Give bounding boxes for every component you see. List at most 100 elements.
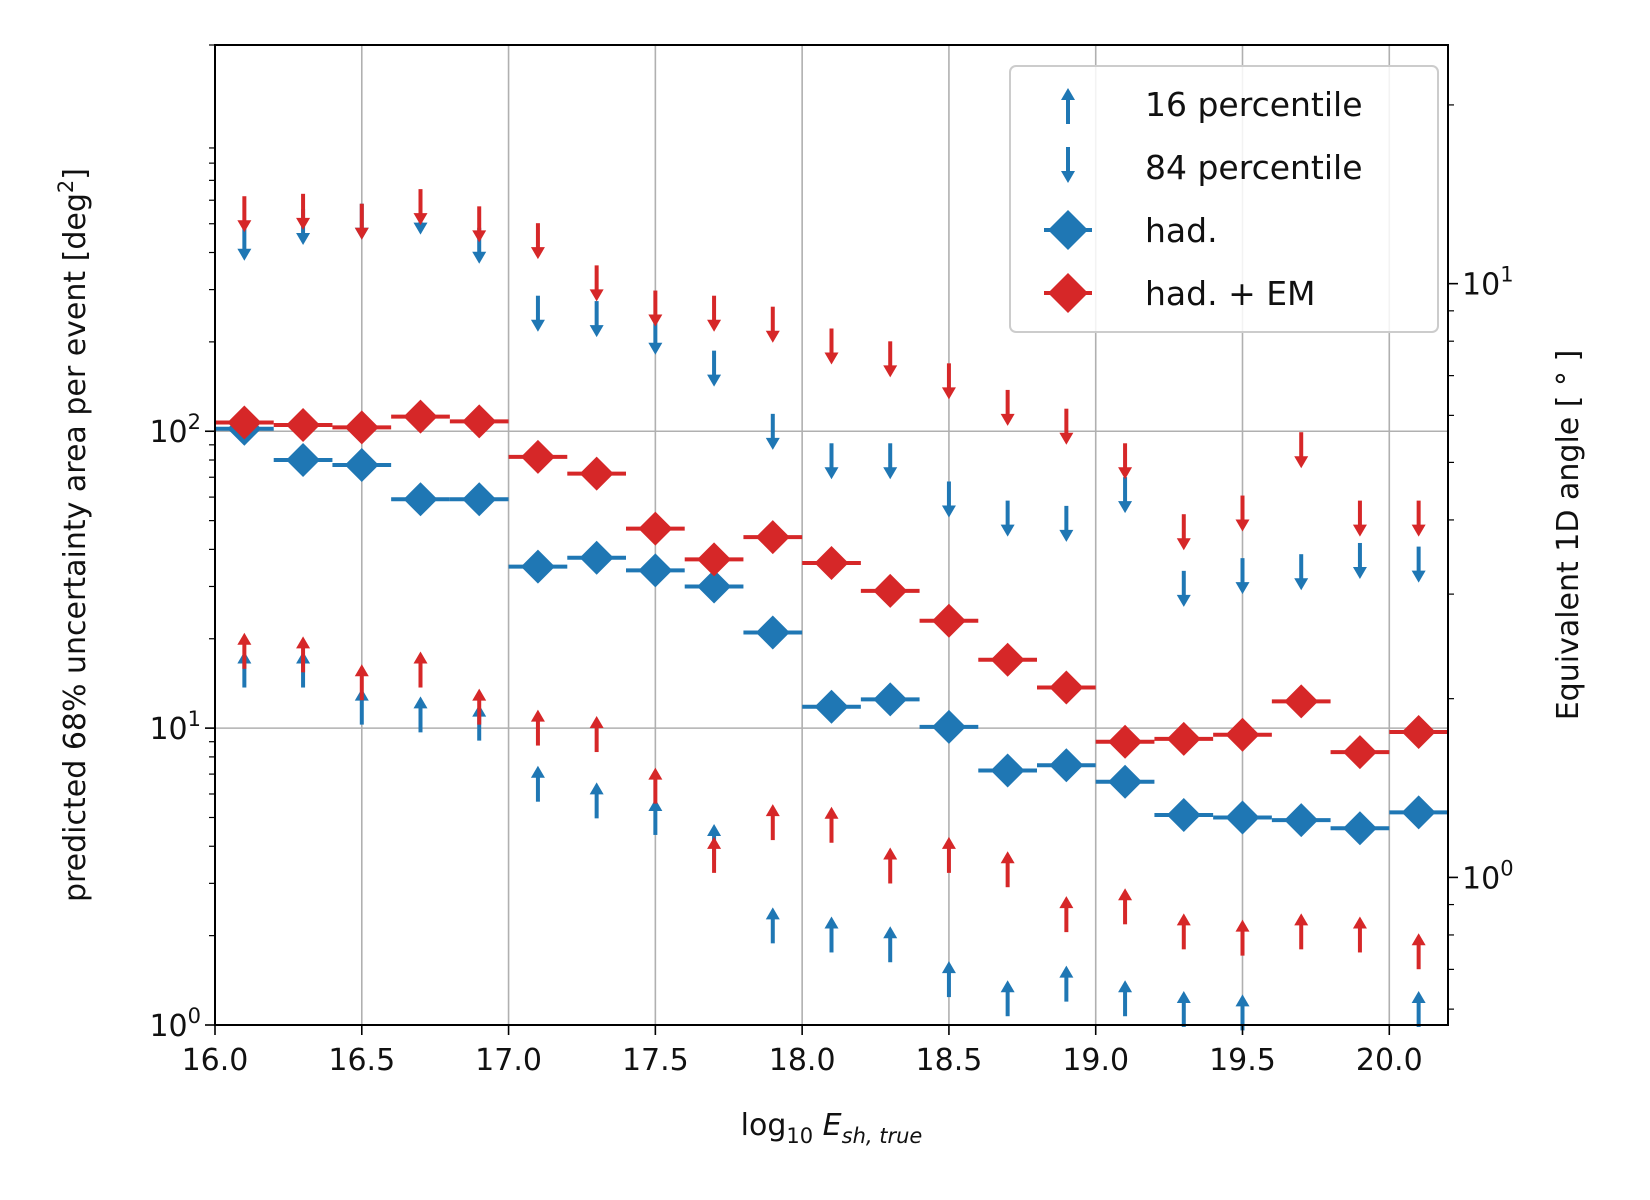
had-em-p16-marker-head	[707, 836, 722, 849]
legend-p16-marker	[1061, 88, 1075, 124]
had-em-p84-marker	[1118, 443, 1133, 480]
had-em-median-point	[873, 573, 908, 608]
had-em-p16-marker	[530, 709, 545, 746]
had-em-median-point	[1284, 684, 1319, 719]
had-p84-marker-head	[1352, 566, 1367, 579]
had-p16-marker-head	[883, 926, 898, 939]
y2-tick-label: 101	[1462, 263, 1514, 303]
had-em-p84-marker-head	[1411, 524, 1426, 537]
had-em-median-point	[1166, 721, 1201, 756]
had-em-p84-marker-head	[237, 220, 252, 233]
had-median-point	[1342, 811, 1377, 846]
had-p84-marker	[1059, 505, 1074, 542]
data-markers	[227, 189, 1436, 1031]
had-em-p84-marker	[1294, 432, 1309, 469]
had-median-point	[579, 540, 614, 575]
had-em-median-point	[462, 404, 497, 439]
had-median-point	[1108, 764, 1143, 799]
had-p16-marker	[941, 961, 956, 998]
x-tick-label: 17.5	[622, 1043, 689, 1078]
had-em-p16-marker-head	[589, 716, 604, 729]
had-em-median-point	[344, 410, 379, 445]
had-median-point	[286, 443, 321, 478]
had-em-p16-marker	[941, 836, 956, 873]
had-p84-marker	[707, 350, 722, 387]
y-tick-label: 100	[149, 1004, 201, 1044]
had-p84-marker	[1411, 546, 1426, 583]
had-em-median-point	[755, 520, 790, 555]
had-p84-marker-head	[237, 248, 252, 261]
legend-hadem-marker	[1048, 273, 1088, 313]
had-p16-marker-head	[707, 823, 722, 836]
had-em-p16-marker-head	[1176, 913, 1191, 926]
had-em-p16-marker-head	[1352, 916, 1367, 929]
had-median-point	[990, 753, 1025, 788]
had-p16-marker-head	[1118, 980, 1133, 993]
had-p16-marker	[413, 696, 428, 733]
had-em-p84-marker-head	[354, 227, 369, 240]
had-em-p84-marker-head	[472, 230, 487, 243]
had-p84-marker	[1352, 542, 1367, 579]
y2-axis-label: Equivalent 1D angle [ ° ]	[1551, 350, 1586, 721]
had-em-p16-marker-head	[530, 709, 545, 722]
had-em-p16-marker-head	[237, 632, 252, 645]
legend: 16 percentile 84 percentile had. had. + EM	[1009, 65, 1439, 333]
had-p16-marker-head	[1411, 990, 1426, 1003]
had-em-median-point	[1108, 724, 1143, 759]
had-em-p16-marker	[883, 847, 898, 884]
legend-had-marker	[1048, 210, 1088, 250]
had-p16-marker	[1118, 980, 1133, 1017]
had-em-median-point	[697, 542, 732, 577]
had-em-p84-marker-head	[1118, 467, 1133, 480]
had-p84-marker-head	[883, 467, 898, 480]
had-em-p16-marker-head	[354, 664, 369, 677]
had-em-p84-marker-head	[648, 314, 663, 327]
had-p16-marker	[765, 907, 780, 944]
had-em-p84-marker	[765, 306, 780, 343]
had-em-p16-marker-head	[1411, 933, 1426, 946]
legend-p84-label: 84 percentile	[1145, 148, 1363, 187]
had-median-point	[403, 482, 438, 517]
had-median-point	[931, 709, 966, 744]
had-em-median-point	[1225, 717, 1260, 752]
had-em-p84-marker-head	[589, 289, 604, 302]
legend-p16-label: 16 percentile	[1145, 85, 1363, 124]
had-em-p84-marker	[354, 203, 369, 240]
had-em-p16-marker	[1000, 851, 1015, 888]
had-p84-marker	[883, 443, 898, 480]
had-p84-marker-head	[589, 325, 604, 338]
had-em-median-point	[579, 456, 614, 491]
had-p16-marker	[648, 798, 663, 835]
had-p84-marker-head	[530, 319, 545, 332]
had-p16-marker	[883, 926, 898, 963]
x-tick-label: 18.0	[769, 1043, 836, 1078]
had-em-p84-marker-head	[941, 387, 956, 400]
had-p84-marker-head	[941, 505, 956, 518]
had-em-median-point	[1049, 670, 1084, 705]
had-median-point	[697, 569, 732, 604]
had-em-p84-marker	[1352, 500, 1367, 537]
y-axis-label: predicted 68% uncertainty area per event…	[54, 168, 93, 902]
had-p84-marker-head	[1411, 570, 1426, 583]
had-em-p16-marker	[1411, 933, 1426, 970]
had-p84-marker-head	[648, 342, 663, 355]
had-em-p16-marker-head	[1294, 913, 1309, 926]
had-p84-marker	[941, 481, 956, 518]
had-em-p16-marker	[1352, 916, 1367, 953]
had-median-point	[1166, 797, 1201, 832]
had-median-point	[755, 615, 790, 650]
axes: 16.0 16.5 17.0 17.5 18.0 18.5 19.0 19.5 20.0 100 1…	[54, 44, 1586, 1148]
had-median-point	[520, 549, 555, 584]
had-em-p84-marker-head	[1235, 519, 1250, 532]
x-tick-label: 20.0	[1356, 1043, 1423, 1078]
had-em-p16-marker-head	[413, 651, 428, 664]
had-em-median-point	[931, 603, 966, 638]
had-p84-marker-head	[1294, 578, 1309, 591]
had-em-p16-marker	[707, 836, 722, 873]
had-median-point	[1284, 803, 1319, 838]
had-p84-marker	[589, 301, 604, 338]
had-median-point	[462, 482, 497, 517]
had-em-p84-marker-head	[883, 365, 898, 378]
had-median-point	[638, 553, 673, 588]
